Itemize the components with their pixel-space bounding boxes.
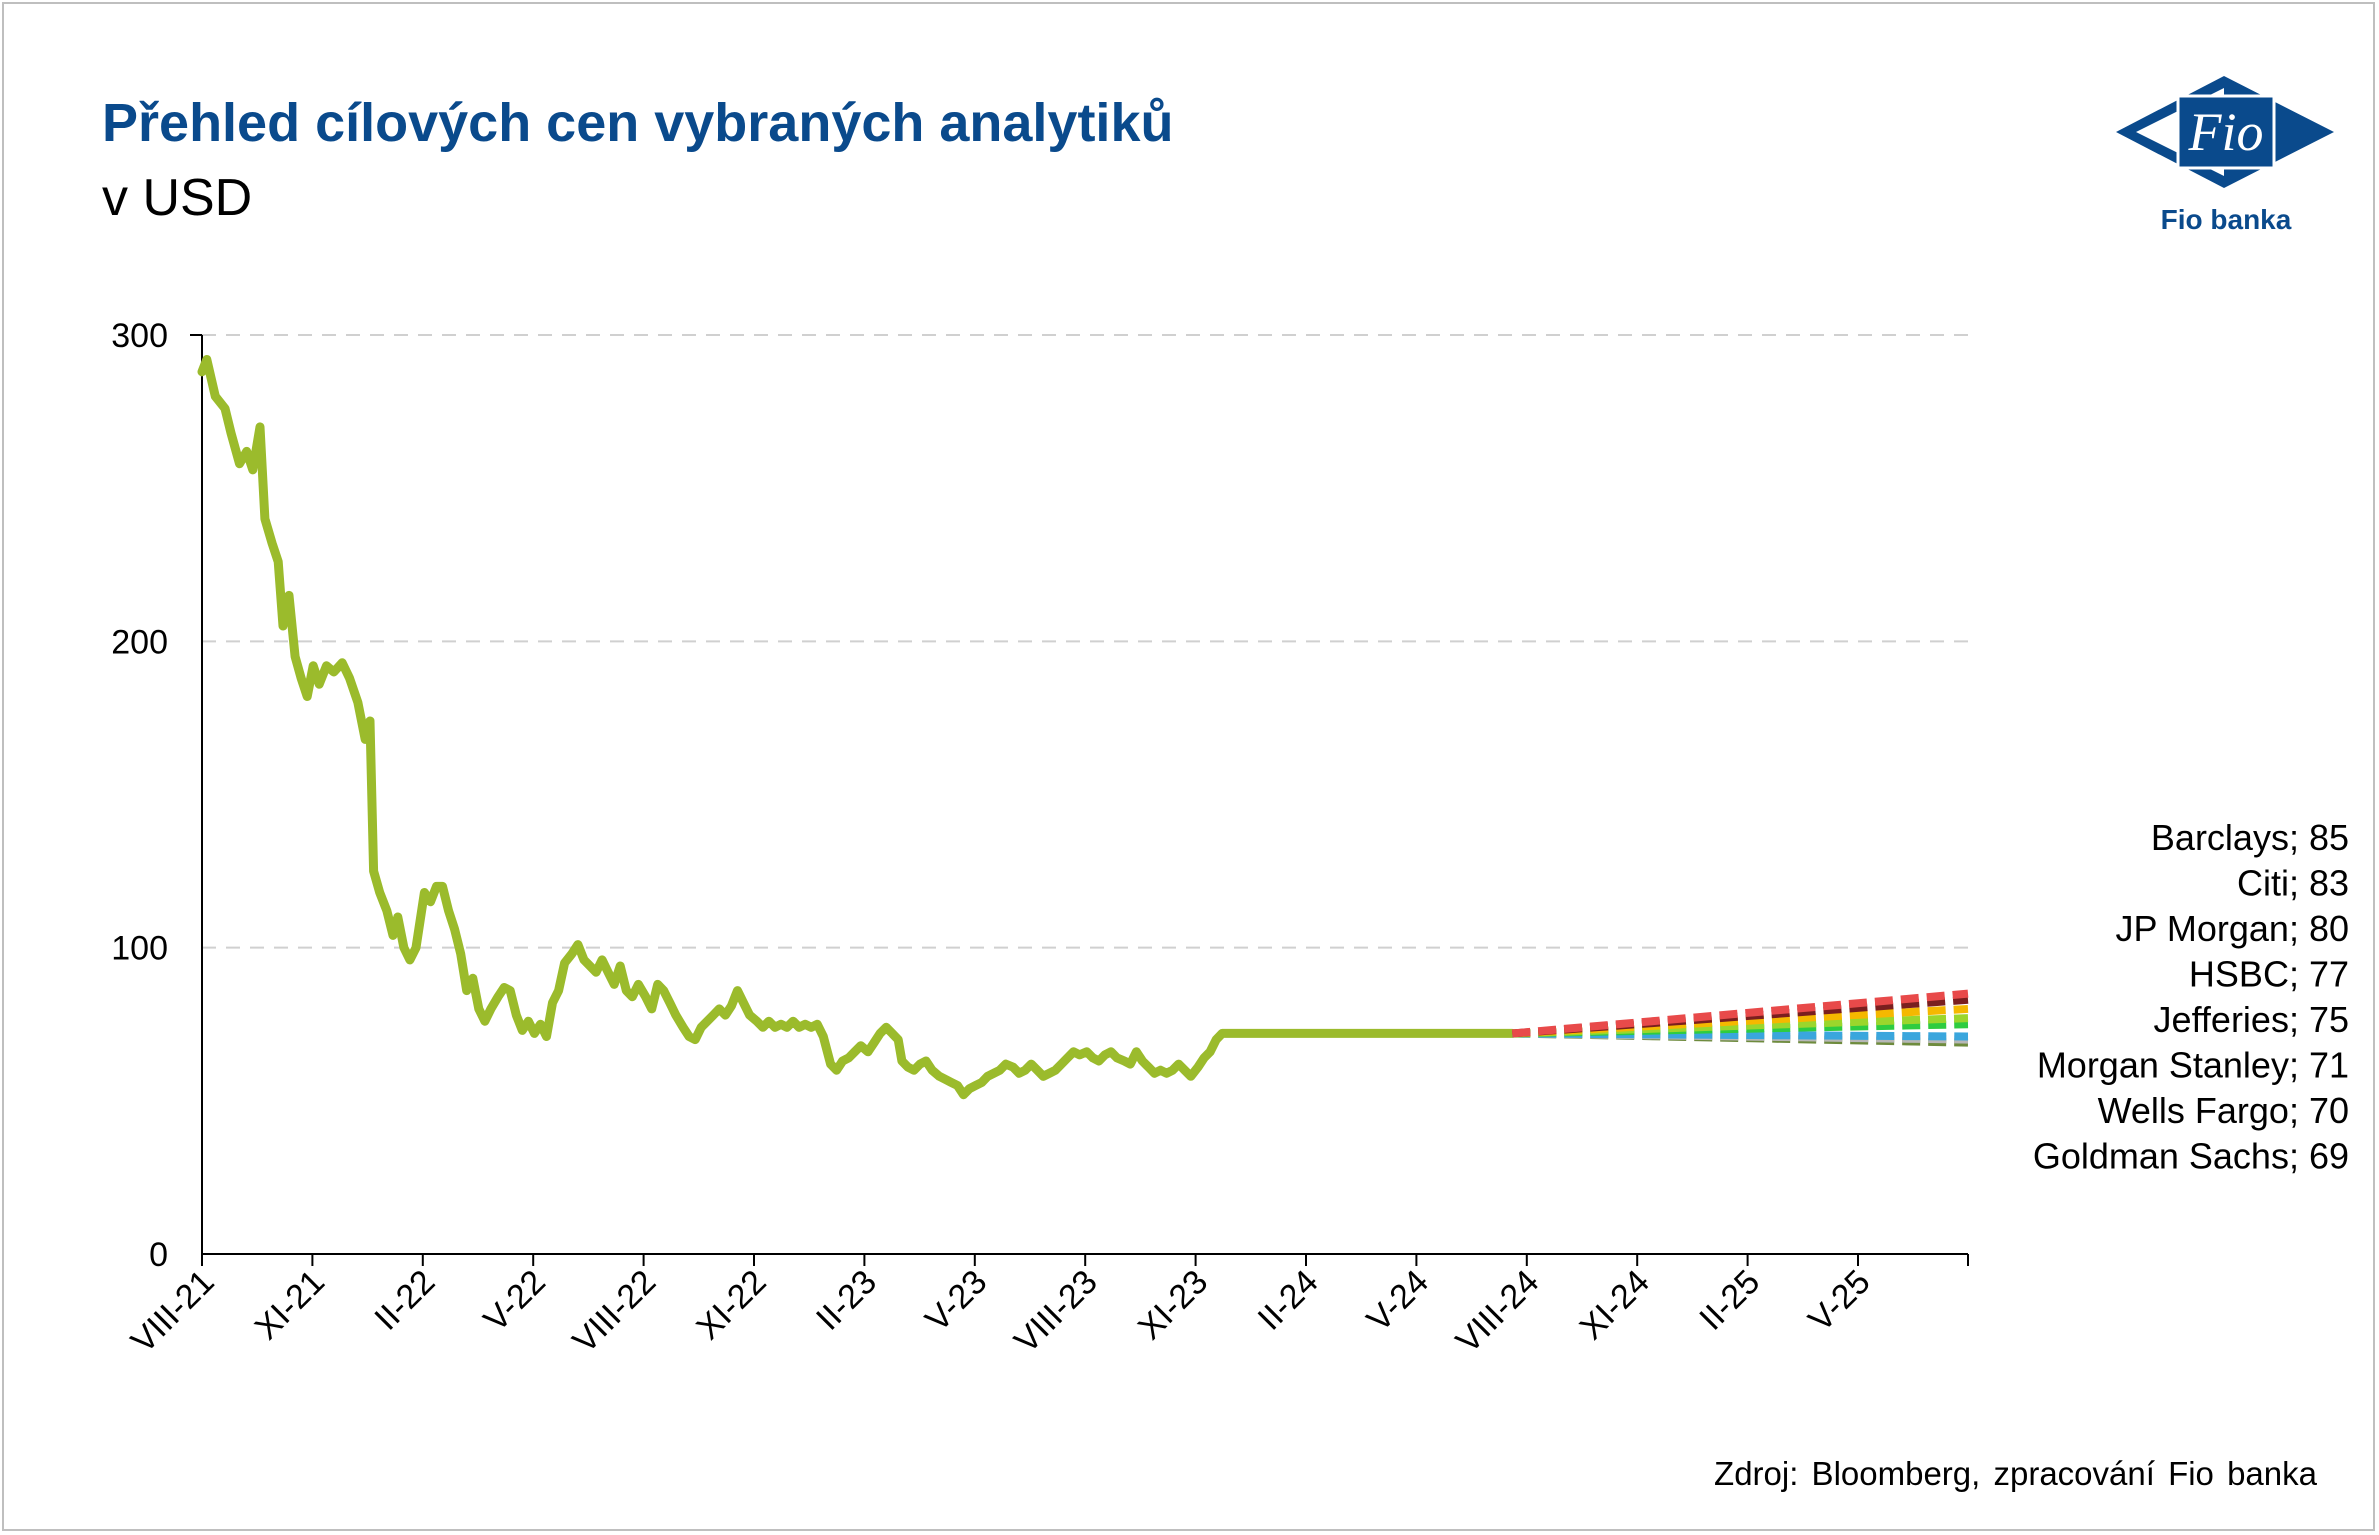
x-tick-label: XI-23 <box>1131 1263 1215 1347</box>
y-tick-label: 100 <box>111 930 168 968</box>
source-note: Zdroj: Bloomberg, zpracování Fio banka <box>1714 1455 2317 1492</box>
x-tick-label: II-22 <box>367 1263 442 1338</box>
legend-label-jefferies: Jefferies; 75 <box>2154 999 2349 1040</box>
forecast-line-jefferies <box>1512 1020 1969 1038</box>
legend-label-morgan-stanley: Morgan Stanley; 71 <box>2037 1045 2349 1086</box>
forecast-line-hsbc <box>1512 1014 1969 1038</box>
x-tick-label: VIII-23 <box>1007 1263 1105 1361</box>
y-tick-label: 200 <box>111 623 168 661</box>
y-tick-label: 300 <box>111 317 168 355</box>
x-tick-label: XI-21 <box>248 1263 332 1347</box>
x-tick-label: II-24 <box>1251 1263 1326 1338</box>
series-layer <box>197 355 1969 1100</box>
fio-banka-logo-icon: Fio <box>2116 76 2334 188</box>
x-tick-label: VIII-24 <box>1449 1263 1547 1361</box>
x-tick-label: VIII-22 <box>566 1263 664 1361</box>
x-tick-label: XI-22 <box>689 1263 773 1347</box>
forecast-line-morgan-stanley <box>1512 1029 1969 1041</box>
x-tick-label: II-25 <box>1692 1263 1767 1338</box>
forecast-line-jp-morgan <box>1512 1004 1969 1038</box>
gridlines <box>202 334 1968 949</box>
x-tick-label: VIII-21 <box>124 1263 222 1361</box>
x-tick-label: V-25 <box>1801 1263 1877 1339</box>
forecast-line-citi <box>1512 995 1969 1038</box>
y-tick-label: 0 <box>149 1236 168 1274</box>
x-tick-label: V-23 <box>918 1263 994 1339</box>
x-tick-label: V-22 <box>477 1263 553 1339</box>
y-axis-ticks: 0 100 200 300 <box>111 317 168 1274</box>
chart-title: Přehled cílových cen vybraných analytiků <box>102 93 1174 153</box>
x-tick-label: XI-24 <box>1573 1263 1657 1347</box>
legend-label-wells-fargo: Wells Fargo; 70 <box>2098 1090 2349 1131</box>
legend-label-jp-morgan: JP Morgan; 80 <box>2116 908 2349 949</box>
x-tick-label: II-23 <box>809 1263 884 1338</box>
chart-subtitle: v USD <box>102 169 253 227</box>
price-line <box>197 355 1517 1100</box>
x-axis: VIII-21 XI-21 II-22 V-22 VIII-22 XI-22 II-23 V-… <box>124 334 1969 1361</box>
x-tick-label: V-24 <box>1360 1263 1436 1339</box>
legend-label-goldman-sachs: Goldman Sachs; 69 <box>2033 1136 2349 1177</box>
legend-label-citi: Citi; 83 <box>2237 863 2349 904</box>
legend-label-barclays: Barclays; 85 <box>2151 817 2349 858</box>
logo-name: Fio banka <box>2160 204 2292 235</box>
logo-mark: Fio <box>2188 102 2264 162</box>
legend-label-hsbc: HSBC; 77 <box>2189 954 2349 995</box>
forecast-line-barclays <box>1511 989 1969 1038</box>
